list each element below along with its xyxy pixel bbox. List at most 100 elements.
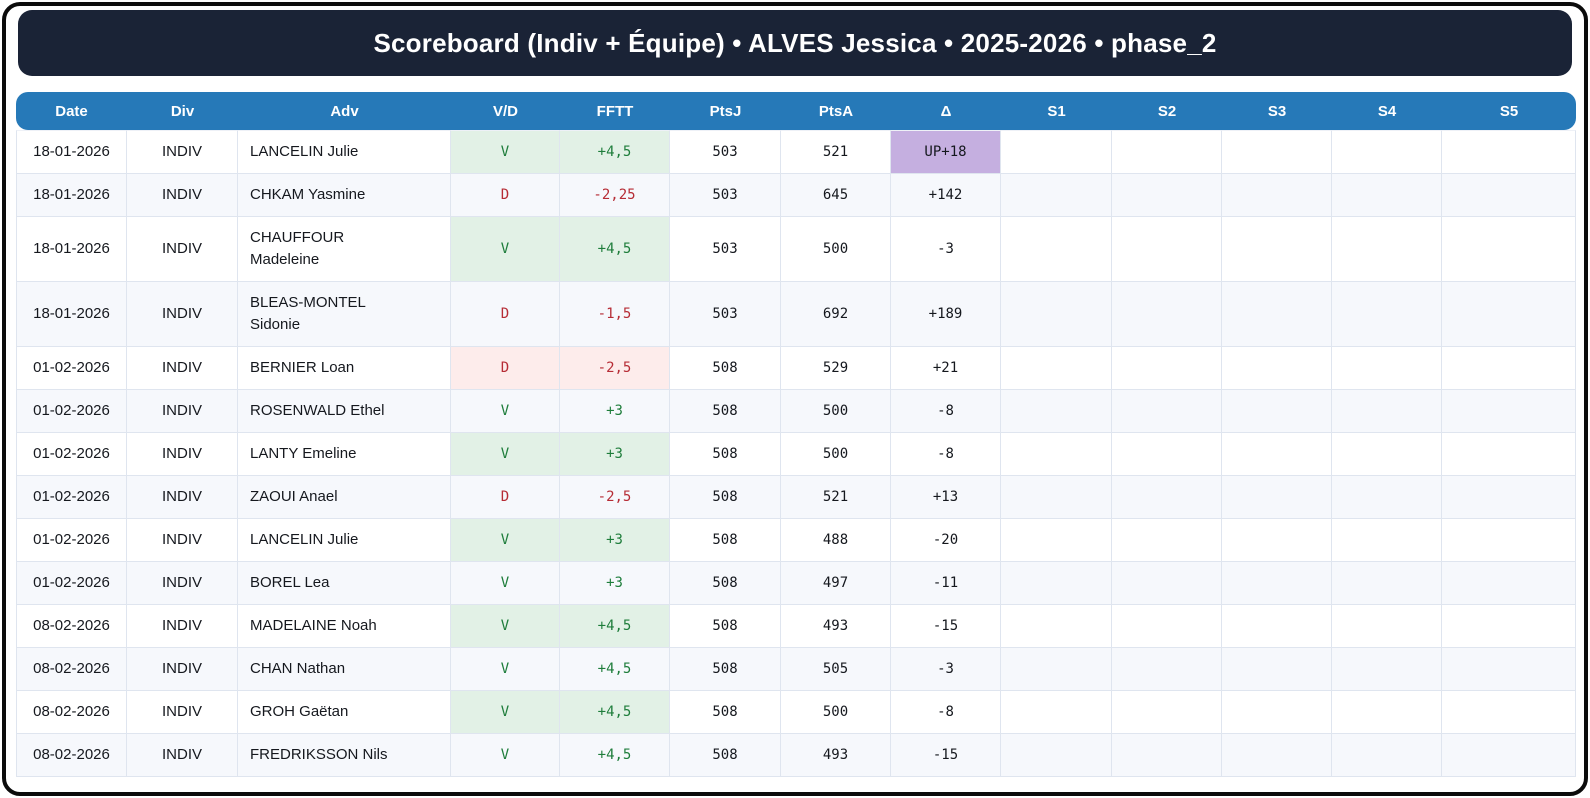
set-4-cell [1332,174,1442,217]
date-cell: 18-01-2026 [16,282,127,347]
fftt-points-cell: +3 [560,390,670,433]
set-5-cell [1442,433,1576,476]
opponent-points-cell: 497 [781,562,891,605]
set-4-cell [1332,217,1442,282]
set-4-cell [1332,519,1442,562]
player-points-cell: 508 [670,390,781,433]
player-points-cell: 503 [670,282,781,347]
player-points-cell: 508 [670,519,781,562]
set-4-cell [1332,347,1442,390]
set-2-cell [1112,130,1222,174]
set-5-cell [1442,130,1576,174]
set-3-cell [1222,174,1332,217]
division-cell: INDIV [127,648,238,691]
fftt-points-cell: +4,5 [560,734,670,777]
opponent-cell: MADELAINE Noah [238,605,451,648]
set-1-cell [1001,282,1112,347]
opponent-points-cell: 500 [781,217,891,282]
table-row: 18-01-2026 INDIV LANCELIN Julie V +4,5 5… [16,130,1576,174]
set-4-cell [1332,691,1442,734]
fftt-points-cell: -2,25 [560,174,670,217]
set-3-cell [1222,562,1332,605]
opponent-cell: BOREL Lea [238,562,451,605]
opponent-cell: BLEAS-MONTEL Sidonie [238,282,451,347]
set-1-cell [1001,174,1112,217]
fftt-points-cell: -2,5 [560,476,670,519]
delta-cell: -3 [891,648,1001,691]
scoreboard-table: Date Div Adv V/D FFTT PtsJ PtsA Δ S1 S2 … [16,92,1576,777]
set-5-cell [1442,347,1576,390]
date-cell: 08-02-2026 [16,691,127,734]
set-3-cell [1222,691,1332,734]
table-row: 01-02-2026 INDIV LANTY Emeline V +3 508 … [16,433,1576,476]
division-cell: INDIV [127,519,238,562]
delta-cell: +189 [891,282,1001,347]
result-cell: V [451,433,560,476]
delta-cell: -8 [891,390,1001,433]
column-header-fftt: FFTT [560,92,670,130]
opponent-cell: CHAUFFOUR Madeleine [238,217,451,282]
set-4-cell [1332,433,1442,476]
set-5-cell [1442,390,1576,433]
player-points-cell: 508 [670,691,781,734]
delta-cell: -11 [891,562,1001,605]
division-cell: INDIV [127,282,238,347]
set-4-cell [1332,130,1442,174]
opponent-cell: GROH Gaëtan [238,691,451,734]
result-cell: D [451,476,560,519]
division-cell: INDIV [127,691,238,734]
opponent-points-cell: 521 [781,130,891,174]
column-header-s4: S4 [1332,92,1442,130]
set-3-cell [1222,217,1332,282]
opponent-cell: ROSENWALD Ethel [238,390,451,433]
column-header-s3: S3 [1222,92,1332,130]
opponent-cell: CHAN Nathan [238,648,451,691]
set-5-cell [1442,605,1576,648]
date-cell: 08-02-2026 [16,734,127,777]
fftt-points-cell: -2,5 [560,347,670,390]
delta-cell: -20 [891,519,1001,562]
fftt-points-cell: +4,5 [560,648,670,691]
set-3-cell [1222,433,1332,476]
column-header-s2: S2 [1112,92,1222,130]
fftt-points-cell: +3 [560,433,670,476]
column-header-delta: Δ [891,92,1001,130]
set-1-cell [1001,390,1112,433]
table-row: 08-02-2026 INDIV MADELAINE Noah V +4,5 5… [16,605,1576,648]
set-3-cell [1222,347,1332,390]
set-3-cell [1222,130,1332,174]
opponent-points-cell: 692 [781,282,891,347]
player-points-cell: 508 [670,347,781,390]
result-cell: V [451,648,560,691]
set-4-cell [1332,734,1442,777]
delta-cell: -8 [891,433,1001,476]
set-1-cell [1001,347,1112,390]
table-row: 01-02-2026 INDIV BERNIER Loan D -2,5 508… [16,347,1576,390]
date-cell: 01-02-2026 [16,390,127,433]
set-5-cell [1442,217,1576,282]
delta-cell: -15 [891,605,1001,648]
column-header-adv: Adv [238,92,451,130]
set-4-cell [1332,476,1442,519]
set-1-cell [1001,519,1112,562]
table-row: 08-02-2026 INDIV FREDRIKSSON Nils V +4,5… [16,734,1576,777]
division-cell: INDIV [127,174,238,217]
player-points-cell: 508 [670,433,781,476]
table-row: 01-02-2026 INDIV LANCELIN Julie V +3 508… [16,519,1576,562]
column-header-s5: S5 [1442,92,1576,130]
title-bar: Scoreboard (Indiv + Équipe) • ALVES Jess… [18,10,1572,76]
date-cell: 01-02-2026 [16,347,127,390]
opponent-points-cell: 493 [781,605,891,648]
delta-cell: UP+18 [891,130,1001,174]
result-cell: D [451,347,560,390]
set-1-cell [1001,217,1112,282]
set-5-cell [1442,648,1576,691]
player-points-cell: 503 [670,130,781,174]
fftt-points-cell: -1,5 [560,282,670,347]
set-3-cell [1222,648,1332,691]
set-4-cell [1332,390,1442,433]
set-2-cell [1112,476,1222,519]
table-header-row: Date Div Adv V/D FFTT PtsJ PtsA Δ S1 S2 … [16,92,1576,130]
column-header-ptsa: PtsA [781,92,891,130]
division-cell: INDIV [127,433,238,476]
